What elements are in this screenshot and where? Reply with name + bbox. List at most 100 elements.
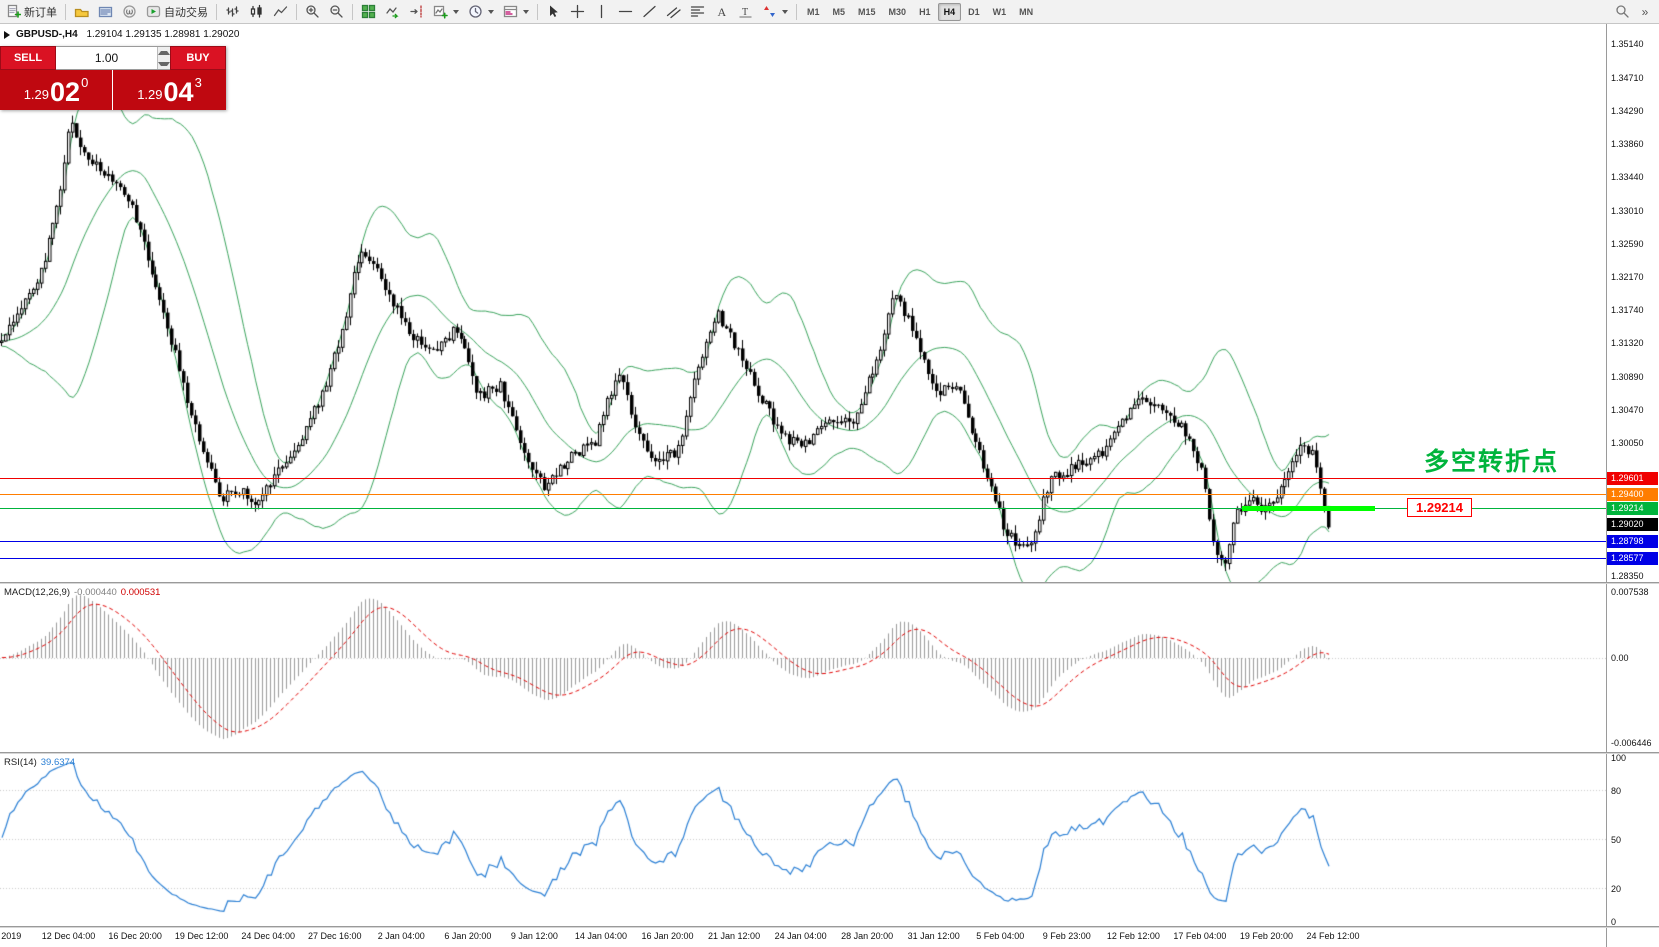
- zoom-out-button[interactable]: [325, 1, 348, 22]
- one-click-panel-toggle[interactable]: [4, 31, 10, 39]
- cursor-tool-button[interactable]: [542, 1, 565, 22]
- timeframe-h1-button[interactable]: H1: [919, 6, 931, 17]
- timeframe-m30-button[interactable]: M30: [888, 6, 907, 17]
- price-tick-label: 1.30470: [1611, 404, 1644, 415]
- toolbar-separator: [296, 3, 297, 20]
- equidistant-channel-tool-button[interactable]: [662, 1, 685, 22]
- horizontal-line-tool-button[interactable]: [614, 1, 637, 22]
- new-chart-icon: [433, 5, 448, 19]
- candlestick-chart-button[interactable]: [245, 1, 268, 22]
- rsi-panel-splitter[interactable]: [0, 752, 1659, 754]
- bar-chart-button[interactable]: [221, 1, 244, 22]
- vertical-line-tool-button[interactable]: [590, 1, 613, 22]
- periods-button[interactable]: [464, 1, 498, 22]
- price-tick-label: 1.34710: [1611, 72, 1644, 83]
- new-chart-dropdown-caret[interactable]: [453, 9, 459, 14]
- turning-point-annotation[interactable]: 多空转折点: [1424, 448, 1560, 476]
- time-tick-label: 6 Jan 20:00: [444, 931, 492, 941]
- metaeditor-icon: [123, 5, 136, 18]
- lot-decrease-button[interactable]: [158, 58, 170, 69]
- buy-button[interactable]: BUY: [170, 46, 226, 70]
- autotrading-button[interactable]: 自动交易: [142, 1, 212, 22]
- timeframe-h4-button[interactable]: H4: [937, 2, 962, 21]
- timeframe-mn-button[interactable]: MN: [1019, 6, 1034, 17]
- timeframe-m1-button[interactable]: M1: [807, 6, 820, 17]
- horizontal-line-1.28577[interactable]: [0, 558, 1606, 559]
- macd-axis-zero: 0.00: [1611, 653, 1629, 663]
- chart-shift-button[interactable]: [405, 1, 428, 22]
- zoom-in-button[interactable]: [301, 1, 324, 22]
- lot-spinner: [157, 47, 170, 69]
- bid-price-display: 1.29 02 0: [0, 70, 113, 110]
- arrows-dropdown-caret[interactable]: [782, 9, 788, 14]
- time-tick-label: 24 Dec 04:00: [241, 931, 295, 941]
- level-price-badge: 1.28577: [1607, 552, 1658, 566]
- main-toolbar: 新订单 自动交易: [0, 0, 1659, 24]
- rsi-tick-label: 80: [1611, 785, 1622, 796]
- toolbar-right-group: »: [1611, 1, 1656, 22]
- metaeditor-button[interactable]: [118, 1, 141, 22]
- price-tick-label: 1.33860: [1611, 139, 1644, 150]
- time-tick-label: 16 Dec 20:00: [108, 931, 162, 941]
- arrows-icon: [764, 6, 775, 17]
- ask-pips: 04: [163, 77, 194, 107]
- line-chart-button[interactable]: [269, 1, 292, 22]
- timeframe-d1-button[interactable]: D1: [968, 6, 980, 17]
- text-tool-button[interactable]: A: [710, 1, 733, 22]
- timeframe-m5-button[interactable]: M5: [832, 6, 846, 17]
- symbol-ohlc-bar: GBPUSD-,H4 1.29104 1.29135 1.28981 1.290…: [16, 29, 239, 40]
- svg-text:A: A: [718, 5, 727, 19]
- macd-axis-bottom: -0.006446: [1611, 738, 1652, 748]
- sell-button[interactable]: SELL: [0, 46, 56, 70]
- horizontal-line-1.29214[interactable]: [0, 508, 1606, 509]
- text-label-icon: T: [739, 7, 752, 18]
- periods-dropdown-caret[interactable]: [488, 9, 494, 14]
- terminal-button[interactable]: [94, 1, 117, 22]
- trendline-tool-button[interactable]: [638, 1, 661, 22]
- price-tick-label: 1.35140: [1611, 39, 1644, 49]
- lot-size-field[interactable]: 1.00: [56, 46, 170, 70]
- macd-panel-splitter[interactable]: [0, 582, 1659, 584]
- auto-scroll-button[interactable]: [381, 1, 404, 22]
- time-tick-label: 5 Feb 04:00: [976, 931, 1025, 941]
- support-highlight-bar[interactable]: [1242, 506, 1375, 511]
- new-chart-button[interactable]: [429, 1, 463, 22]
- level-price-badge: 1.29214: [1607, 502, 1658, 516]
- text-label-tool-button[interactable]: T: [734, 1, 757, 22]
- toolbar-separator: [216, 3, 217, 20]
- toolbar-overflow-icon: »: [1641, 4, 1649, 19]
- level-price-badge: 1.29601: [1607, 471, 1658, 485]
- price-tick-label: 1.33010: [1611, 205, 1644, 216]
- arrows-tool-button[interactable]: [758, 1, 792, 22]
- ohlc-values: 1.29104 1.29135 1.28981 1.29020: [86, 29, 240, 40]
- timeframe-w1-button[interactable]: W1: [992, 6, 1007, 17]
- price-tick-label: 1.32170: [1611, 271, 1644, 282]
- horizontal-line-1.29400[interactable]: [0, 494, 1606, 495]
- vertical-line-icon: [600, 4, 603, 19]
- timeframe-m15-button[interactable]: M15: [858, 6, 876, 17]
- horizontal-line-1.29601[interactable]: [0, 478, 1606, 479]
- rsi-indicator-canvas[interactable]: [0, 754, 1606, 924]
- ask-prefix: 1.29: [137, 87, 163, 102]
- price-chart-canvas[interactable]: [0, 24, 1606, 582]
- macd-indicator-canvas[interactable]: [0, 584, 1606, 750]
- lot-increase-button[interactable]: [158, 47, 170, 58]
- new-order-button[interactable]: 新订单: [3, 1, 61, 22]
- line-chart-icon: [273, 6, 288, 17]
- horizontal-line-1.28798[interactable]: [0, 541, 1606, 542]
- timeframe-buttons: M1 M5 M15 M30 H1 H4 D1 W1 MN: [801, 2, 1039, 21]
- templates-dropdown-caret[interactable]: [523, 9, 529, 14]
- chart-profiles-button[interactable]: [70, 1, 93, 22]
- price-callout-label[interactable]: 1.29214: [1407, 498, 1472, 517]
- tile-windows-button[interactable]: [357, 1, 380, 22]
- fibonacci-tool-button[interactable]: [686, 1, 709, 22]
- toolbar-overflow-button[interactable]: »: [1634, 1, 1656, 22]
- cursor-icon: [550, 5, 558, 17]
- templates-button[interactable]: [499, 1, 533, 22]
- search-button[interactable]: [1611, 1, 1634, 22]
- terminal-icon: [98, 6, 113, 17]
- symbol-label: GBPUSD-,H4: [16, 29, 78, 40]
- rsi-tick-label: 50: [1611, 835, 1622, 845]
- crosshair-tool-button[interactable]: [566, 1, 589, 22]
